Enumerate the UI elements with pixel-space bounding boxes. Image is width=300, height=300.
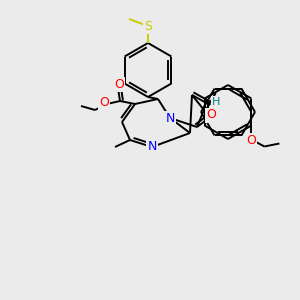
Text: O: O [246,134,256,147]
Text: N: N [165,112,175,124]
Text: N: N [147,140,157,154]
Text: O: O [114,77,124,91]
Text: O: O [99,97,109,110]
Text: O: O [206,109,216,122]
Text: S: S [144,20,152,32]
Text: H: H [212,97,220,107]
